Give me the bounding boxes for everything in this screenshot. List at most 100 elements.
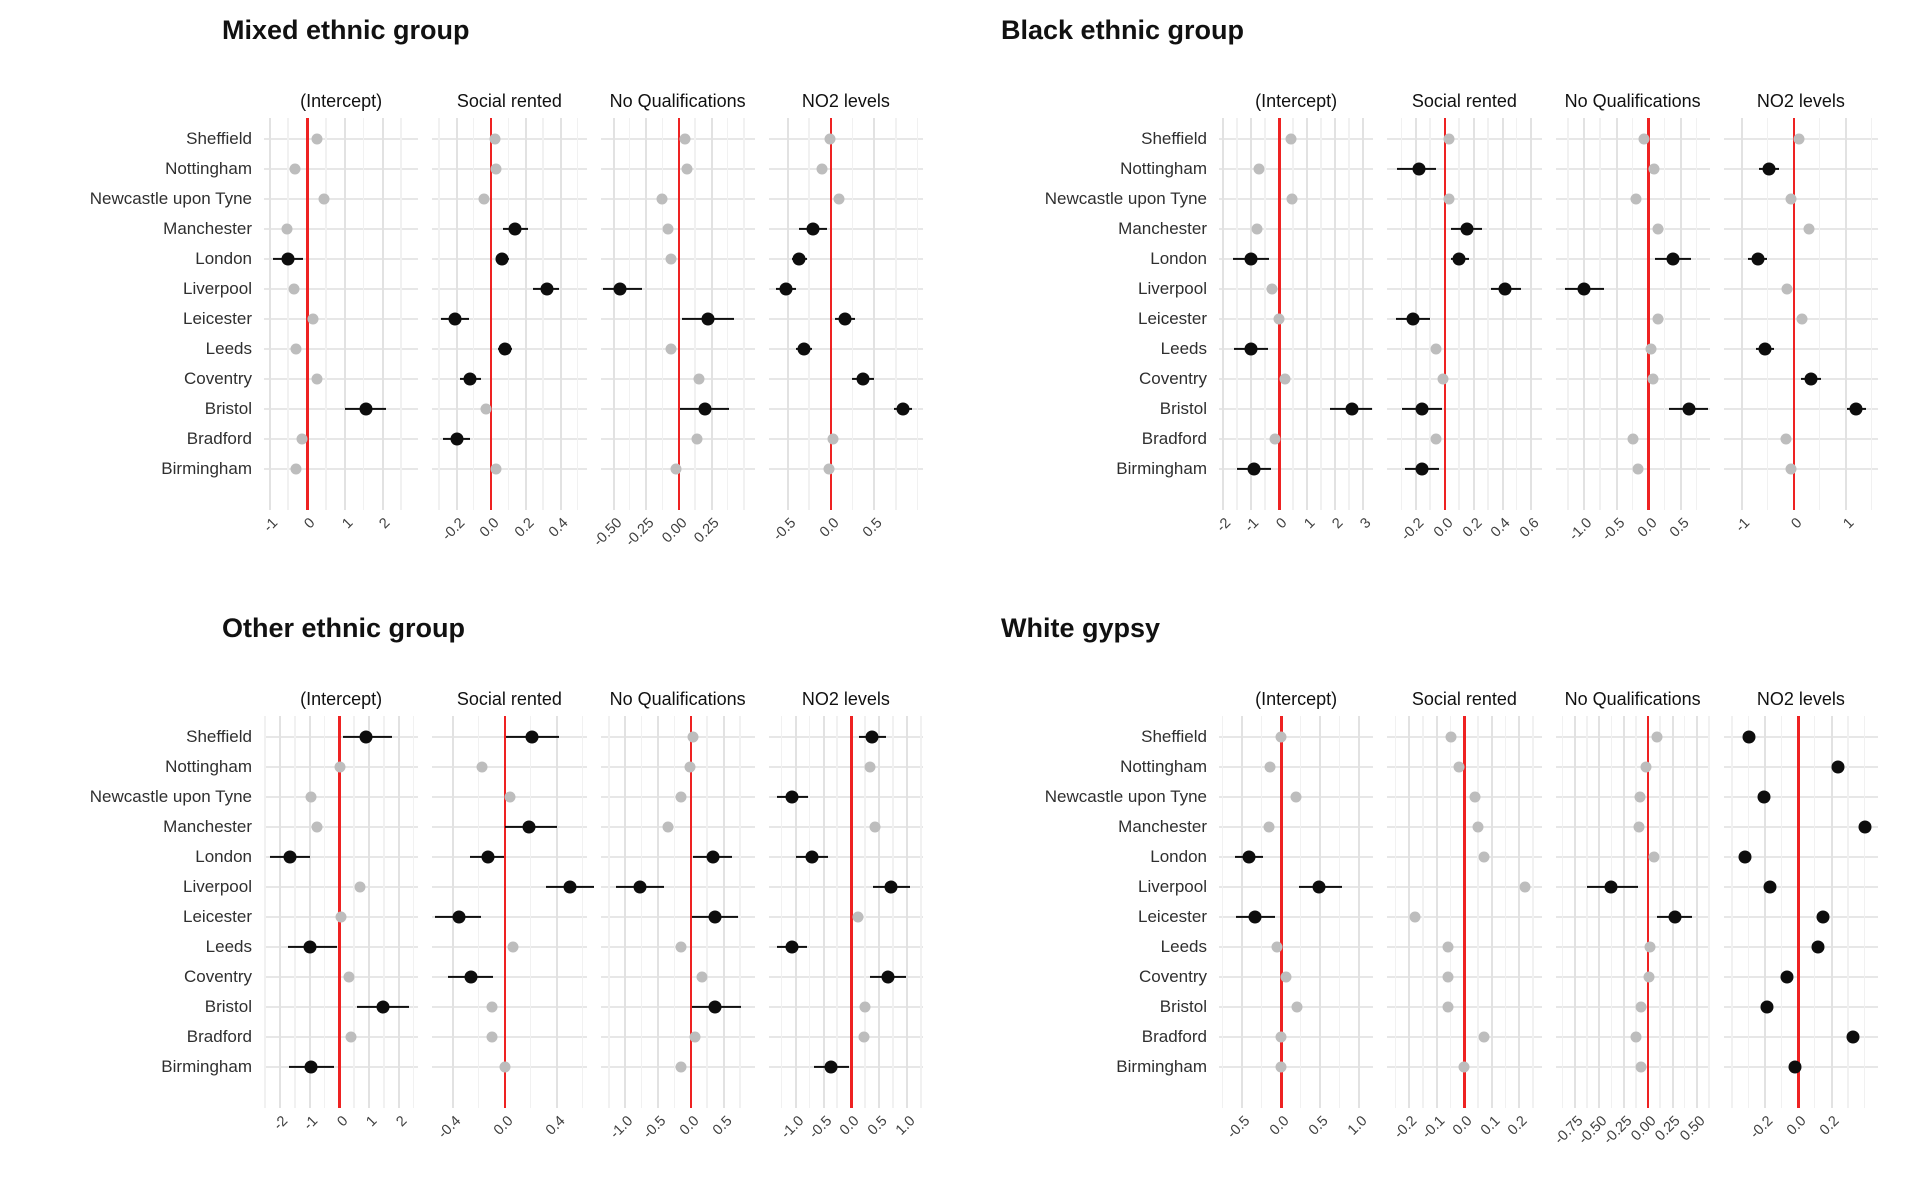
gridline [600,378,755,380]
gridline [892,716,894,1108]
gridline [1219,288,1374,290]
gridline [768,826,923,828]
estimate-dot [1247,462,1261,476]
row-label-london: London [1150,249,1207,268]
gridline [706,716,708,1108]
estimate-dot [785,790,799,804]
gridline [264,258,419,260]
estimate-dot [452,910,466,924]
gridline [1555,916,1710,918]
facet-plot [600,118,755,510]
estimate-dot [1788,1060,1802,1074]
gridline [432,198,587,200]
estimate-dot [1627,433,1639,445]
gridline [1362,118,1365,510]
zero-line [1792,118,1796,510]
gridline [325,118,327,510]
gridline [1555,946,1710,948]
gridline [1221,716,1224,1108]
gridline [264,408,419,410]
row-label-birmingham: Birmingham [1116,459,1207,478]
gridline [1696,716,1699,1108]
gridline [1555,796,1710,798]
facet-plot [1555,716,1710,1108]
x-tick-label: 0.2 [1505,1113,1531,1139]
estimate-dot [693,373,705,385]
facet-header: No Qualifications [1564,689,1701,710]
estimate-dot [1286,193,1298,205]
gridline [1219,766,1374,768]
row-label-leeds: Leeds [1160,339,1207,358]
x-tick-label: 0.00 [658,515,691,547]
gridline [1515,118,1518,510]
gridline [1319,716,1322,1108]
gridline [412,716,415,1108]
estimate-dot [1291,1001,1303,1013]
estimate-dot [684,761,696,773]
gridline [1723,736,1878,738]
facet-no-qualifications: No Qualifications -1.0 -0.5 0.0 0.5 [1555,56,1710,566]
gridline [608,716,610,1108]
estimate-dot [334,761,346,773]
gridline [600,886,755,888]
gridline [432,168,587,170]
row-label-bradford: Bradford [1141,429,1207,448]
gridline [264,1006,419,1008]
estimate-dot [1271,941,1283,953]
gridline [1338,716,1341,1108]
estimate-dot [1816,910,1830,924]
row-label-bradford: Bradford [186,1027,252,1046]
row-label-nottingham: Nottingham [165,159,252,178]
zero-line [850,716,853,1108]
estimate-dot [1682,402,1696,416]
row-label-nottingham: Nottingham [1120,159,1207,178]
gridline [1219,946,1374,948]
estimate-dot [1443,133,1455,145]
gridline [1219,856,1374,858]
x-tick-label: -2 [271,1113,292,1134]
gridline [600,318,755,320]
gridline [1477,716,1479,1108]
estimate-dot [495,252,509,266]
gridline [1622,716,1625,1108]
gridline [432,856,587,858]
row-label-manchester: Manchester [1118,817,1207,836]
estimate-dot [1269,433,1281,445]
zero-line [489,118,493,510]
gridline [1723,228,1878,230]
facet-social-rented: Social rented -0.2 0.0 0.2 0.4 [432,56,587,566]
estimate-dot [1648,851,1660,863]
gridline [432,886,587,888]
estimate-dot [675,791,687,803]
gridline [768,138,923,140]
x-tick-label: 0 [333,1113,351,1131]
gridline [768,1036,923,1038]
gridline [1532,716,1534,1108]
gridline [600,976,755,978]
estimate-dot [852,911,864,923]
estimate-dot [490,463,502,475]
estimate-dot [1458,1061,1470,1073]
row-label-liverpool: Liverpool [183,877,252,896]
gridline [1387,408,1542,410]
gridline [1780,716,1783,1108]
row-labels: Sheffield Nottingham Newcastle upon Tyne Ma… [0,56,264,566]
gridline [600,1006,755,1008]
row-label-bristol: Bristol [1159,997,1207,1016]
estimate-dot [1253,163,1265,175]
estimate-dot [1652,223,1664,235]
x-tick-label: 0.25 [691,515,723,547]
x-axis-ticks: -1 0 1 2 [261,510,418,566]
estimate-dot [691,433,703,445]
gridline [1567,118,1569,510]
estimate-dot [1263,821,1275,833]
estimate-dot [1280,971,1292,983]
gridline [1518,716,1521,1108]
estimate-dot [1640,761,1652,773]
gridline [1723,258,1878,260]
x-axis-ticks: -0.5 0.0 0.5 1.0 [1219,1108,1373,1164]
estimate-dot [1264,761,1276,773]
row-label-liverpool: Liverpool [183,279,252,298]
gridline [1574,716,1577,1108]
facet-plot [768,716,923,1108]
